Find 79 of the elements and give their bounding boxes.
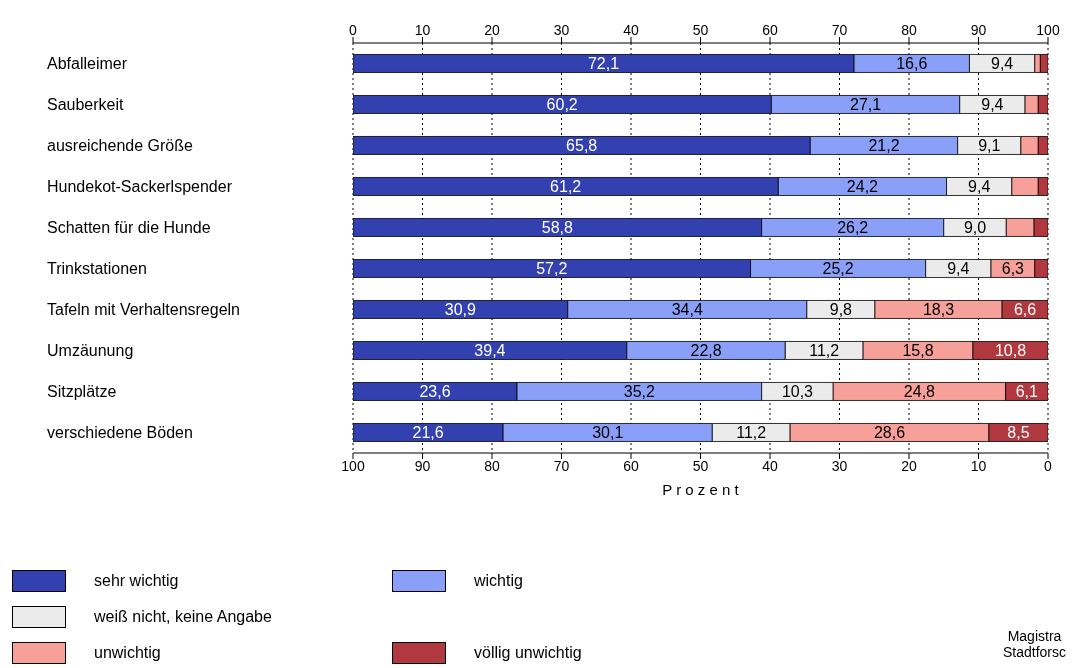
data-label: 9,1 xyxy=(978,137,1001,155)
data-label: 26,2 xyxy=(837,219,869,237)
data-label: 16,6 xyxy=(896,55,928,73)
data-label: 72,1 xyxy=(587,55,620,73)
data-label: 65,8 xyxy=(566,137,598,155)
x2-tick-label: 30 xyxy=(553,22,570,38)
legend-label: unwichtig xyxy=(94,644,161,662)
y-tick-label: Schatten für die Hunde xyxy=(47,219,211,237)
x-tick-label: 20 xyxy=(901,457,917,474)
x2-tick-label: 40 xyxy=(623,22,639,38)
data-label: 11,2 xyxy=(809,342,840,360)
x-tick-label: 0 xyxy=(1044,457,1053,474)
x-tick-label: 40 xyxy=(762,457,778,474)
data-label: 6,6 xyxy=(1013,301,1037,319)
data-label: 25,2 xyxy=(822,260,854,278)
x2-tick-label: 10 xyxy=(414,22,431,38)
x2-tick-label: 90 xyxy=(970,22,987,38)
x2-tick-label: 20 xyxy=(484,22,500,38)
legend-label: weiß nicht, keine Angabe xyxy=(94,608,272,626)
data-label: 21,6 xyxy=(412,424,444,442)
data-label: 24,8 xyxy=(903,383,936,401)
data-label: 9,8 xyxy=(829,301,853,319)
x-tick-label: 100 xyxy=(341,457,365,474)
x2-tick-label: 100 xyxy=(1036,22,1060,38)
text: Magistra xyxy=(1006,628,1063,644)
data-label: 34,4 xyxy=(671,301,703,319)
data-label: 8,5 xyxy=(1007,424,1030,442)
x2-tick-label: 80 xyxy=(901,22,917,38)
legend-label: völlig unwichtig xyxy=(474,644,582,662)
legend-label: wichtig xyxy=(474,572,523,590)
data-label: 23,6 xyxy=(419,383,451,401)
legend-label: sehr wichtig xyxy=(94,572,179,590)
text: Stadtforsc xyxy=(1002,644,1066,660)
data-label: 22,8 xyxy=(690,342,722,360)
y-tick-label: Tafeln mit Verhaltensregeln xyxy=(47,301,240,319)
y-tick-label: Hundekot-Sackerlspender xyxy=(47,178,233,196)
x-tick-label: 60 xyxy=(623,457,639,474)
x-tick-label: 30 xyxy=(831,457,848,474)
data-label: 9,4 xyxy=(968,178,991,196)
data-label: 11,2 xyxy=(736,424,767,442)
y-tick-label: verschiedene Böden xyxy=(47,424,193,442)
x-tick-label: 80 xyxy=(484,457,500,474)
data-label: 9,0 xyxy=(963,219,987,237)
x-axis-title: P r o z e n t xyxy=(662,481,740,498)
data-label: 61,2 xyxy=(550,178,582,196)
data-label: 60,2 xyxy=(546,96,578,114)
y-tick-label: ausreichende Größe xyxy=(47,137,193,155)
x2-tick-label: 60 xyxy=(762,22,778,38)
data-label: 58,8 xyxy=(541,219,573,237)
y-tick-label: Sauberkeit xyxy=(47,96,125,114)
data-label: 9,4 xyxy=(981,96,1004,114)
y-tick-label: Umzäunung xyxy=(47,342,134,360)
x-tick-label: 50 xyxy=(692,457,709,474)
data-label: 35,2 xyxy=(623,383,656,401)
data-label: 24,2 xyxy=(846,178,879,196)
y-tick-label: Trinkstationen xyxy=(47,260,147,278)
data-label: 18,3 xyxy=(922,301,955,319)
x2-tick-label: 70 xyxy=(831,22,848,38)
data-label: 6,3 xyxy=(1001,260,1025,278)
data-label: 21,2 xyxy=(868,137,900,155)
data-label: 57,2 xyxy=(536,260,568,278)
data-label: 15,8 xyxy=(902,342,934,360)
data-label: 10,3 xyxy=(781,383,814,401)
y-tick-label: Abfalleimer xyxy=(47,55,128,73)
data-label: 6,1 xyxy=(1015,383,1039,401)
data-label: 9,4 xyxy=(947,260,970,278)
x-tick-label: 70 xyxy=(553,457,570,474)
data-label: 28,6 xyxy=(873,424,906,442)
data-label: 39,4 xyxy=(474,342,506,360)
y-tick-label: Sitzplätze xyxy=(47,383,117,401)
data-label: 27,1 xyxy=(849,96,882,114)
x2-tick-label: 50 xyxy=(692,22,709,38)
data-label: 30,9 xyxy=(444,301,477,319)
x2-tick-label: 0 xyxy=(349,22,358,38)
x-tick-label: 10 xyxy=(970,457,987,474)
data-label: 30,1 xyxy=(592,424,624,442)
data-label: 9,4 xyxy=(991,55,1014,73)
x-tick-label: 90 xyxy=(414,457,431,474)
data-label: 10,8 xyxy=(994,342,1027,360)
